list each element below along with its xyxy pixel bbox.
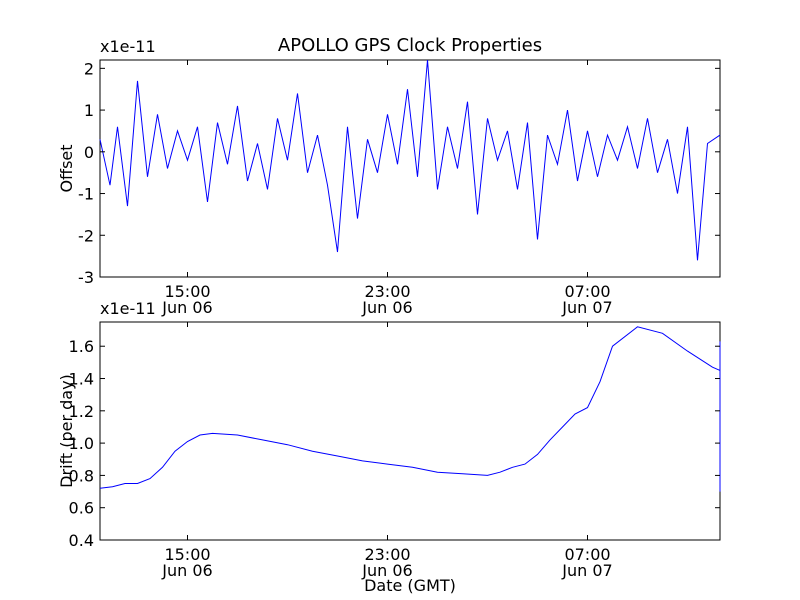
x-tick-sublabel: Jun 06	[161, 561, 212, 580]
y-tick-label: 0.8	[69, 466, 94, 485]
y-tick-label: 0.4	[69, 531, 94, 550]
x-tick-label: 07:00	[564, 545, 610, 564]
x-tick-sublabel: Jun 07	[561, 298, 612, 317]
y-tick-label: -2	[78, 226, 94, 245]
y-tick-label: -3	[78, 268, 94, 287]
y-tick-label: 1.4	[69, 370, 94, 389]
y-tick-label: 1.2	[69, 402, 94, 421]
x-tick-sublabel: Jun 06	[361, 298, 412, 317]
y-tick-label: 1.0	[69, 434, 94, 453]
plot-area-frame	[99, 59, 721, 278]
y-tick-label: 2	[84, 59, 94, 78]
y-tick-label: 1.6	[69, 337, 94, 356]
x-tick-label: 07:00	[564, 282, 610, 301]
x-tick-label: 15:00	[164, 545, 210, 564]
y-tick-label: 0	[84, 143, 94, 162]
y-tick-label: 0.6	[69, 499, 94, 518]
y-axis-title: Offset	[57, 144, 76, 192]
chart-title: APOLLO GPS Clock Properties	[278, 35, 542, 56]
series-line	[99, 59, 721, 261]
x-tick-label: 23:00	[364, 545, 410, 564]
y-scale-label: x1e-11	[100, 299, 156, 318]
x-tick-label: 23:00	[364, 282, 410, 301]
x-tick-sublabel: Jun 07	[561, 561, 612, 580]
y-tick-label: 1	[84, 101, 94, 120]
series-line	[99, 326, 721, 492]
y-axis-title: Drift (per day)	[57, 374, 76, 488]
x-tick-sublabel: Jun 06	[361, 561, 412, 580]
x-axis-title: Date (GMT)	[364, 576, 456, 595]
x-tick-sublabel: Jun 06	[161, 298, 212, 317]
y-tick-label: -1	[78, 185, 94, 204]
x-tick-label: 15:00	[164, 282, 210, 301]
y-scale-label: x1e-11	[100, 37, 156, 56]
